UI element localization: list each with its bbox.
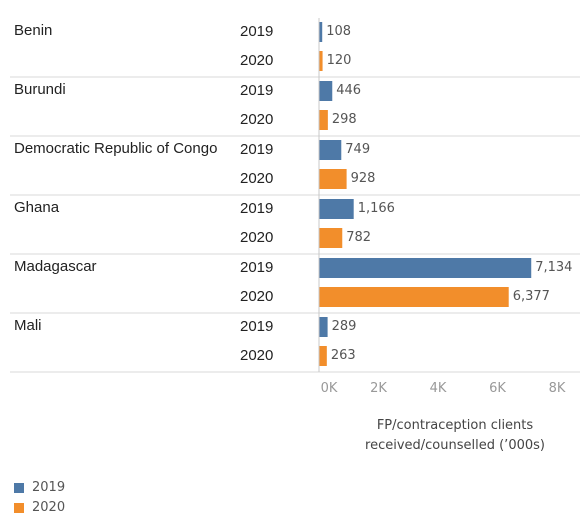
bar [319, 317, 328, 337]
legend-swatch [14, 503, 24, 513]
year-label: 2020 [240, 347, 274, 364]
bar [319, 81, 333, 101]
year-label: 2019 [240, 259, 274, 276]
value-label: 108 [326, 24, 352, 39]
x-tick-label: 6K [489, 381, 506, 396]
bar [319, 346, 327, 366]
value-label: 446 [336, 83, 362, 98]
year-label: 2019 [240, 141, 274, 158]
legend-swatch [14, 483, 24, 493]
category-label: Benin [14, 22, 53, 39]
value-label: 928 [350, 171, 376, 186]
category-label: Madagascar [14, 258, 97, 275]
bar [319, 110, 328, 130]
bar [319, 228, 343, 248]
x-tick-label: 4K [429, 381, 447, 396]
year-label: 2019 [240, 318, 274, 335]
year-label: 2020 [240, 111, 274, 128]
x-tick-label: 2K [370, 381, 387, 396]
value-label: 298 [331, 112, 357, 127]
year-label: 2020 [240, 52, 274, 69]
category-label: Burundi [14, 81, 66, 98]
bar [319, 22, 323, 42]
bar [319, 169, 347, 189]
category-label: Democratic Republic of Congo [14, 140, 218, 157]
value-label: 120 [326, 53, 352, 68]
category-label: Ghana [14, 199, 60, 216]
value-label: 7,134 [535, 260, 573, 275]
value-label: 782 [346, 230, 372, 245]
value-label: 1,166 [357, 201, 395, 216]
bar [319, 258, 532, 278]
legend-label: 2020 [32, 500, 66, 515]
year-label: 2019 [240, 82, 274, 99]
value-label: 289 [331, 319, 357, 334]
year-label: 2020 [240, 229, 274, 246]
value-label: 749 [345, 142, 371, 157]
category-label: Mali [14, 317, 42, 334]
year-label: 2020 [240, 288, 274, 305]
year-label: 2019 [240, 23, 274, 40]
x-axis-title: FP/contraception clients received/counse… [365, 418, 545, 453]
bar [319, 140, 342, 160]
year-label: 2019 [240, 200, 274, 217]
bar [319, 199, 354, 219]
year-label: 2020 [240, 170, 274, 187]
bar [319, 287, 509, 307]
bar [319, 51, 323, 71]
x-tick-label: 8K [548, 381, 566, 396]
legend-label: 2019 [32, 480, 66, 495]
value-label: 263 [330, 348, 356, 363]
value-label: 6,377 [512, 289, 550, 304]
x-tick-label: 0K [320, 381, 338, 396]
